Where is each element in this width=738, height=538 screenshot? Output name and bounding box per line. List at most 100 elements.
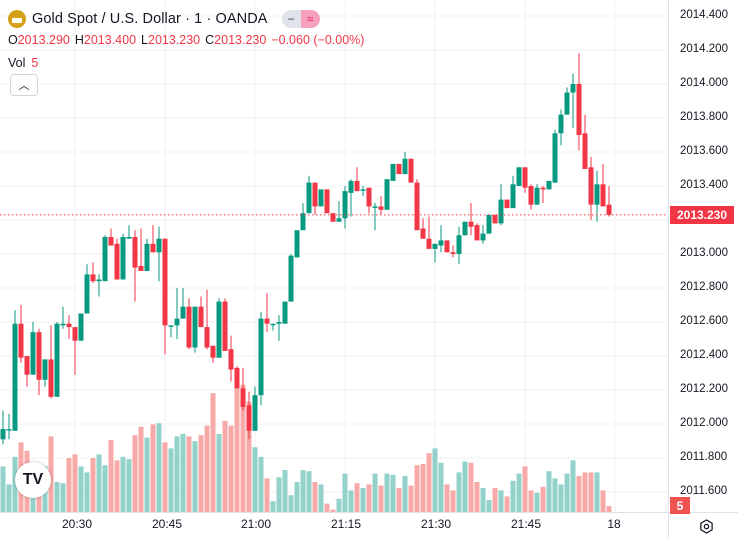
candle: [540, 186, 546, 203]
price-tick-label: 2014.400: [680, 9, 728, 21]
volume-bar: [90, 458, 96, 512]
candle-body: [420, 228, 426, 239]
candle-body: [510, 184, 516, 209]
price-tick-label: 2013.800: [680, 111, 728, 123]
volume-bar: [282, 470, 288, 512]
candle-body: [540, 187, 546, 190]
candle-body: [192, 306, 198, 348]
volume-bar: [174, 436, 180, 512]
volume-bar: [336, 498, 342, 512]
volume-bar: [570, 460, 576, 512]
candle-body: [0, 429, 6, 440]
volume-bar: [600, 490, 606, 512]
candle-body: [198, 306, 204, 328]
candle-body: [246, 405, 252, 431]
volume-bar: [138, 426, 144, 512]
volume-bar: [96, 454, 102, 512]
candle-body: [402, 158, 408, 175]
volume-bar: [192, 441, 198, 512]
candle: [450, 245, 456, 258]
symbol-title[interactable]: Gold Spot / U.S. Dollar · 1 · OANDA: [32, 11, 268, 27]
candle-body: [600, 184, 606, 207]
candle-body: [522, 167, 528, 188]
candle: [354, 167, 360, 192]
chevron-up-icon: ︿: [18, 80, 30, 92]
candle: [486, 214, 492, 234]
candle: [396, 163, 402, 175]
volume-bar: [294, 482, 300, 512]
candle-body: [372, 206, 378, 208]
candle-body: [300, 213, 306, 231]
candle: [18, 305, 24, 363]
volume-bar: [432, 448, 438, 512]
candle-body: [534, 187, 540, 205]
hide-icon[interactable]: −: [281, 10, 301, 28]
candle: [510, 175, 516, 209]
candle: [90, 262, 96, 283]
collapse-legend-button[interactable]: ︿: [10, 74, 38, 96]
legend-toggle[interactable]: − ≈: [281, 10, 320, 28]
candle: [504, 199, 510, 209]
tradingview-logo[interactable]: TV: [15, 462, 51, 498]
volume-bar: [378, 485, 384, 512]
volume-bar: [402, 476, 408, 512]
candle: [222, 298, 228, 351]
candle: [600, 163, 606, 207]
settings-gear-icon[interactable]: [699, 519, 714, 534]
volume-bar: [438, 462, 444, 512]
volume-bar: [546, 471, 552, 512]
candle: [240, 367, 246, 411]
candle: [444, 240, 450, 253]
candle: [300, 203, 306, 231]
candle: [390, 163, 396, 181]
candle: [414, 179, 420, 231]
candle-body: [234, 367, 240, 389]
candle-body: [54, 323, 60, 397]
volume-bar: [540, 486, 546, 512]
candle-body: [132, 237, 138, 268]
candle-body: [588, 167, 594, 205]
price-tick-label: 2012.400: [680, 349, 728, 361]
volume-bar: [72, 454, 78, 512]
candle: [312, 182, 318, 215]
time-tick-label: 18: [607, 517, 621, 531]
volume-bar: [396, 488, 402, 512]
candle: [492, 214, 498, 224]
volume-bar: [486, 500, 492, 512]
candle-body: [186, 306, 192, 348]
candle-body: [360, 189, 366, 191]
candle: [516, 167, 522, 186]
candle: [54, 322, 60, 397]
candle: [318, 189, 324, 207]
candle: [456, 226, 462, 265]
volume-bar: [468, 462, 474, 512]
candle: [204, 289, 210, 350]
candle-body: [78, 313, 84, 341]
last-price-label: 2013.230: [670, 206, 734, 224]
candle: [150, 225, 156, 253]
volume-bar: [270, 501, 276, 512]
candle: [66, 315, 72, 339]
volume-bar: [324, 503, 330, 512]
approx-icon[interactable]: ≈: [300, 10, 320, 28]
candle-body: [156, 238, 162, 253]
candle-body: [150, 243, 156, 253]
candle: [132, 230, 138, 302]
volume-bar: [474, 482, 480, 512]
candle-body: [288, 255, 294, 302]
candle-body: [384, 179, 390, 210]
price-tick-label: 2013.600: [680, 145, 728, 157]
candle: [42, 359, 48, 387]
candle-body: [450, 252, 456, 254]
candle: [192, 306, 198, 353]
candle: [30, 322, 36, 375]
candles: [0, 53, 612, 445]
volume-bar: [576, 476, 582, 512]
candle: [402, 152, 408, 175]
volume-bar: [0, 466, 6, 512]
candle-body: [126, 237, 132, 239]
candle: [570, 73, 576, 129]
candle-body: [168, 325, 174, 327]
candle: [336, 201, 342, 222]
